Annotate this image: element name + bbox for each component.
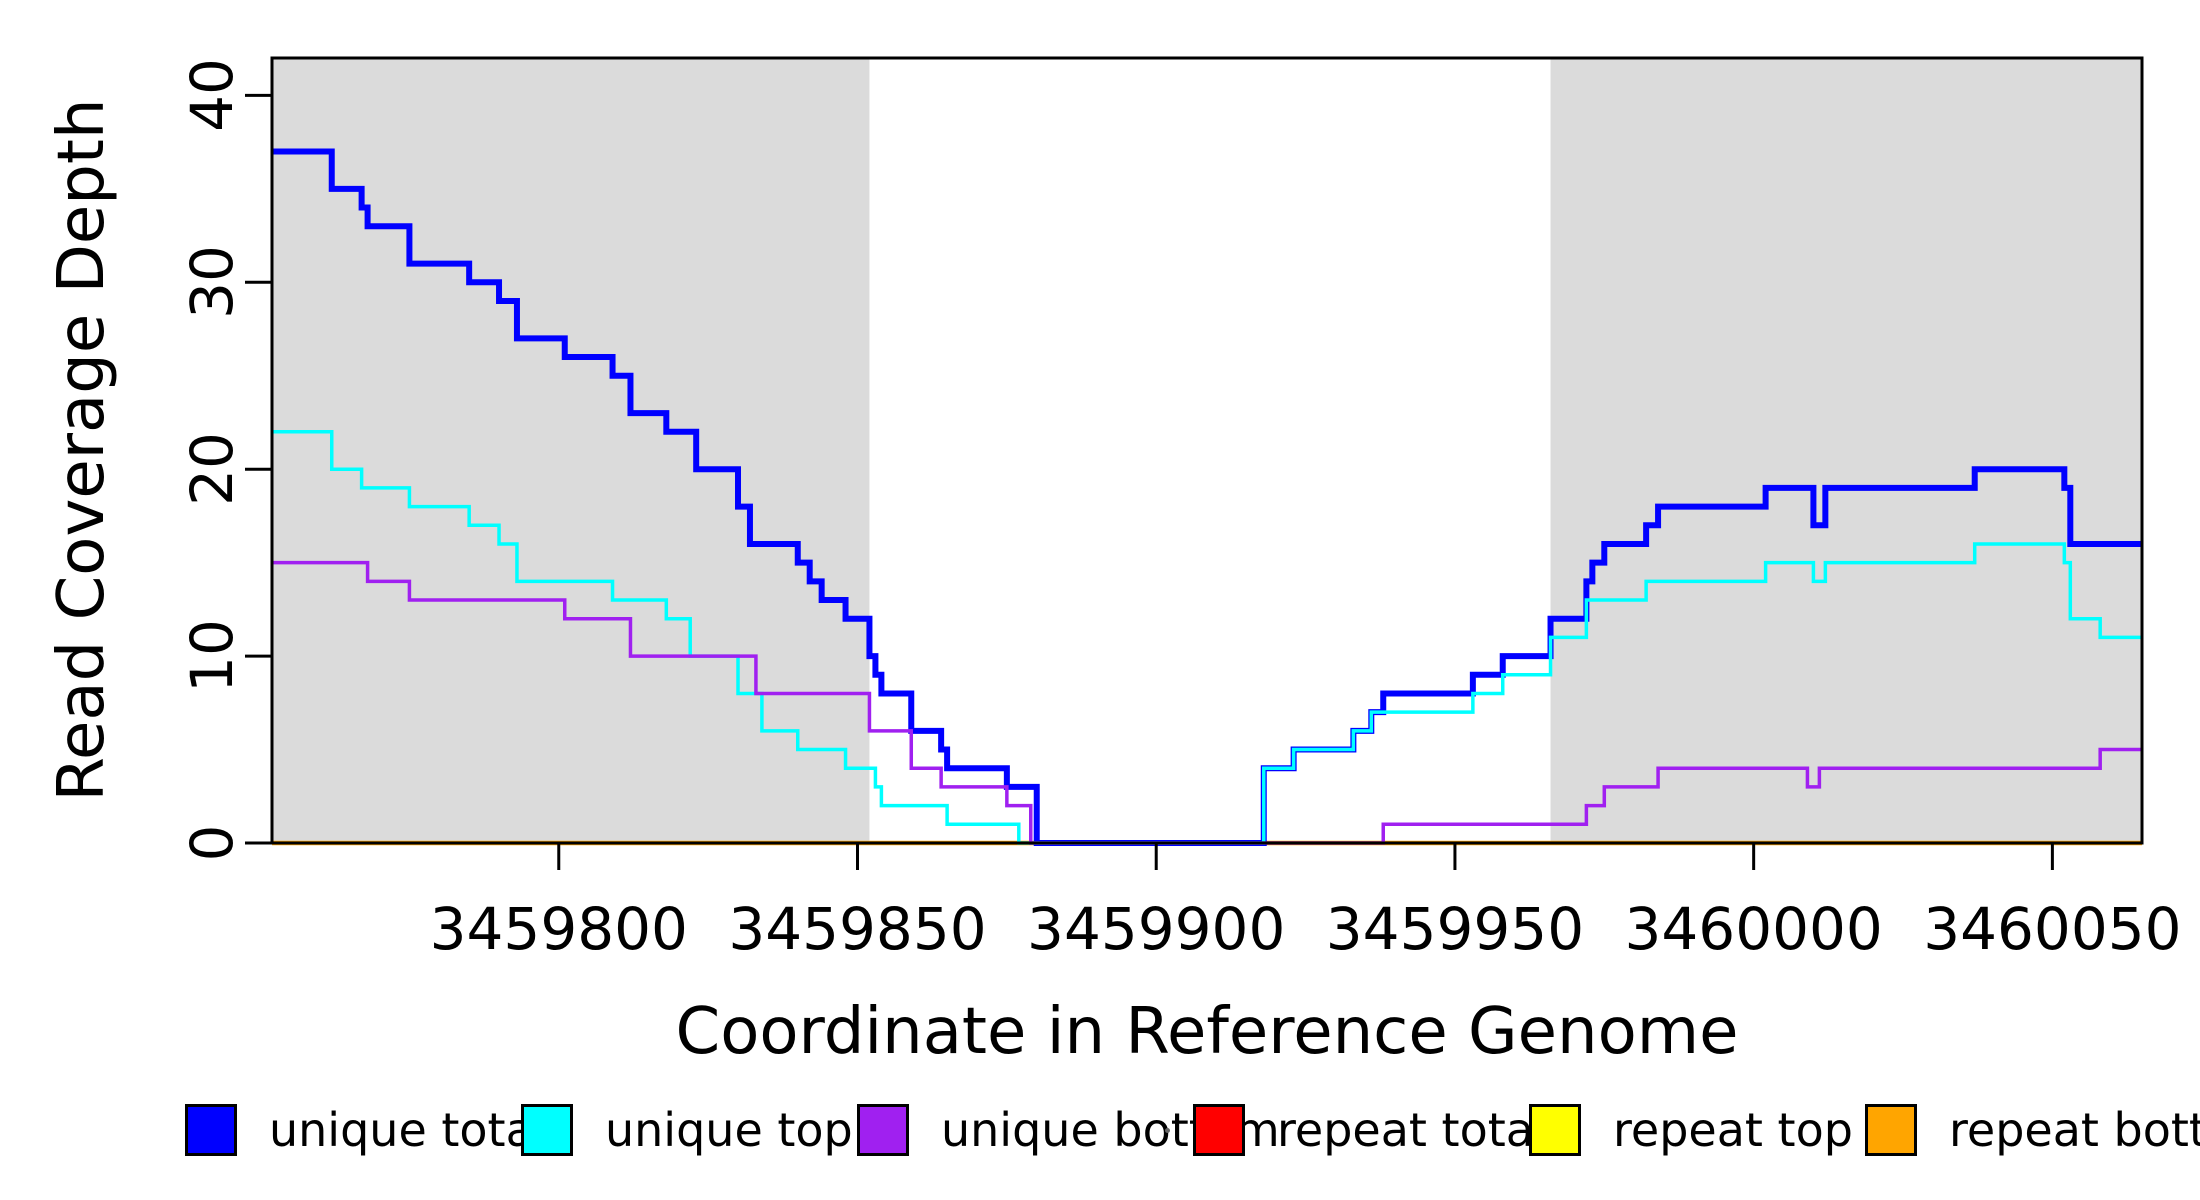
legend-item-repeat-total: repeat total — [1193, 1100, 1547, 1160]
series-unique-bottom — [272, 560, 2142, 845]
series-unique-top — [272, 430, 2142, 845]
x-tick-label-3459850: 3459850 — [728, 895, 987, 963]
legend-swatch-unique-top — [521, 1104, 573, 1156]
y-tick-label-20: 20 — [178, 432, 246, 507]
stray-dot-artifact — [1165, 1128, 1170, 1133]
legend-item-repeat-bottom: repeat bottom — [1865, 1100, 2200, 1160]
legend-swatch-repeat-total — [1193, 1104, 1245, 1156]
legend-swatch-repeat-top — [1529, 1104, 1581, 1156]
legend-label: repeat bottom — [1949, 1103, 2200, 1157]
repeat-region-right — [1550, 58, 2142, 843]
legend-swatch-unique-total — [185, 1104, 237, 1156]
x-axis-title: Coordinate in Reference Genome — [675, 995, 1739, 1069]
legend-label: unique total — [269, 1103, 547, 1157]
y-tick-label-40: 40 — [178, 58, 246, 133]
legend-swatch-unique-bottom — [857, 1104, 909, 1156]
repeat-region-left — [272, 58, 870, 843]
x-tick-label-3460050: 3460050 — [1923, 895, 2182, 963]
legend-item-unique-total: unique total — [185, 1100, 547, 1160]
y-tick-label-30: 30 — [178, 245, 246, 320]
series-unique-total — [272, 148, 2142, 846]
legend-label: unique top — [605, 1103, 853, 1157]
plot-frame — [270, 56, 2144, 845]
x-tick-label-3459800: 3459800 — [429, 895, 688, 963]
legend-item-repeat-top: repeat top — [1529, 1100, 1853, 1160]
legend-item-unique-top: unique top — [521, 1100, 853, 1160]
x-tick-label-3460000: 3460000 — [1624, 895, 1883, 963]
x-tick-label-3459900: 3459900 — [1027, 895, 1286, 963]
legend-swatch-repeat-bottom — [1865, 1104, 1917, 1156]
y-axis-title: Read Coverage Depth — [45, 98, 119, 802]
y-tick-label-10: 10 — [178, 619, 246, 693]
legend-label: repeat total — [1277, 1103, 1547, 1157]
y-tick-label-0: 0 — [178, 824, 246, 862]
legend-label: repeat top — [1613, 1103, 1853, 1157]
x-tick-label-3459950: 3459950 — [1325, 895, 1585, 963]
